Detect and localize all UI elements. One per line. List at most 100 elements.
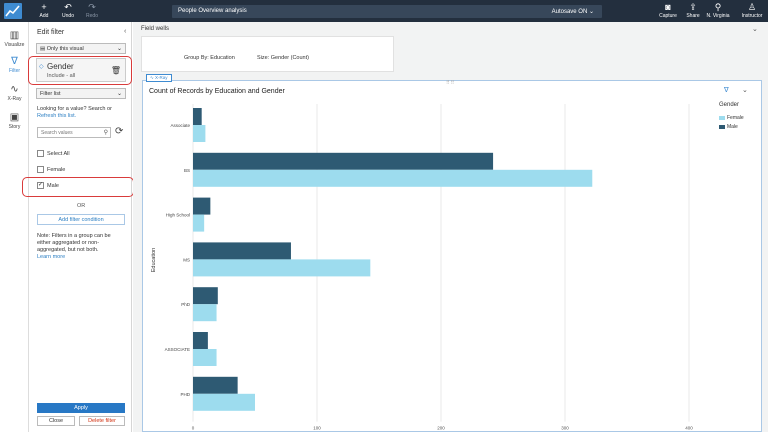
bar-female[interactable] — [193, 125, 206, 142]
quicksight-logo-icon[interactable] — [4, 3, 22, 19]
field-wells-label[interactable]: Field wells — [141, 26, 170, 32]
y-tick-label: Associate — [170, 123, 190, 128]
legend-swatch — [719, 115, 725, 120]
value-checkbox-male[interactable]: ✓ Male — [37, 182, 59, 189]
y-tick-label: BS — [184, 168, 190, 173]
user-icon: ♙ — [747, 2, 757, 12]
y-tick-label: PHD — [180, 392, 190, 397]
x-tick-label: 300 — [561, 426, 569, 431]
top-toolbar: + Add ↶ Undo ↷ Redo People Overview analysi… — [0, 0, 768, 22]
chevron-down-icon[interactable]: ⌄ — [742, 87, 748, 94]
plus-icon: + — [41, 2, 47, 12]
y-tick-label: ASSOCIATE — [165, 347, 190, 352]
x-tick-label: 0 — [192, 426, 195, 431]
checkbox-icon — [37, 150, 44, 157]
filter-field-card[interactable]: ◇ Gender Include - all 🗑 — [36, 58, 126, 82]
bar-female[interactable] — [193, 259, 371, 277]
filter-scope-select[interactable]: ▤ Only this visual ⌄ — [36, 43, 126, 54]
collapse-panel-icon[interactable]: ‹ — [124, 28, 127, 35]
filter-field-summary: Include - all — [47, 73, 76, 79]
chevron-down-icon: ⌄ — [116, 91, 122, 97]
undo-button[interactable]: ↶ Undo — [56, 2, 80, 19]
legend-swatch — [719, 124, 725, 129]
funnel-icon: ∇ — [11, 56, 18, 67]
group-by-well[interactable]: Group By: Education — [184, 55, 235, 61]
rail-story[interactable]: ▣ Story — [0, 112, 29, 130]
rail-visualize[interactable]: ▥ Visualize — [0, 30, 29, 48]
trash-icon[interactable]: 🗑 — [110, 66, 121, 75]
legend-item-female[interactable]: Female — [719, 115, 744, 121]
field-wells-box[interactable]: Group By: Education Size: Gender (Count) — [141, 36, 394, 72]
autosave-dropdown[interactable]: Autosave ON ⌄ — [551, 9, 594, 15]
add-filter-condition-button[interactable]: Add filter condition — [37, 214, 125, 225]
bar-female[interactable] — [193, 393, 255, 411]
bar-male[interactable] — [193, 376, 238, 394]
search-hint: Looking for a value? Search or Refresh t… — [37, 106, 112, 119]
add-button[interactable]: + Add — [32, 2, 56, 19]
y-tick-label: PhD — [181, 302, 191, 307]
bar-male[interactable] — [193, 152, 494, 170]
capture-button[interactable]: ◙ Capture — [656, 2, 680, 19]
share-icon: ⇪ — [689, 2, 697, 12]
story-icon: ▣ — [9, 112, 20, 123]
bar-female[interactable] — [193, 169, 593, 187]
x-tick-label: 400 — [685, 426, 693, 431]
bar-female[interactable] — [193, 304, 217, 322]
highlight-gender-field — [28, 56, 132, 85]
filter-type-select[interactable]: Filter list ⌄ — [36, 88, 126, 99]
rail-filter[interactable]: ∇ Filter — [0, 56, 29, 74]
highlight-male-value — [22, 177, 134, 197]
search-values-input[interactable]: Search values ⚲ — [37, 127, 111, 138]
region-button[interactable]: ⚲ N. Virginia — [706, 2, 730, 19]
y-tick-label: High School — [166, 213, 190, 218]
bar-male[interactable] — [193, 242, 291, 260]
filter-note: Note: Filters in a group can be either a… — [37, 233, 111, 260]
checkbox-icon — [37, 166, 44, 173]
visual-title: Count of Records by Education and Gender — [149, 88, 285, 95]
y-tick-label: MS — [183, 257, 190, 262]
redo-button[interactable]: ↷ Redo — [80, 2, 104, 19]
legend-title: Gender — [719, 102, 740, 108]
checkmark-icon: ✓ — [37, 182, 44, 189]
filter-field-name: Gender — [47, 62, 74, 71]
search-icon: ⚲ — [103, 130, 108, 136]
legend-item-male[interactable]: Male — [719, 124, 738, 130]
size-well[interactable]: Size: Gender (Count) — [257, 55, 309, 61]
undo-icon: ↶ — [64, 2, 72, 12]
analysis-title[interactable]: People Overview analysis — [178, 8, 247, 14]
drag-handle-icon[interactable]: ⠿⠿ — [446, 80, 456, 86]
trend-line-icon: ∿ — [10, 84, 19, 95]
learn-more-link[interactable]: Learn more — [37, 254, 66, 260]
select-all-checkbox[interactable]: Select All — [37, 150, 70, 157]
edit-filter-panel: Edit filter ‹ ▤ Only this visual ⌄ ◇ Gen… — [29, 22, 132, 432]
rail-xray[interactable]: ∿ X-Ray — [0, 84, 29, 102]
close-button[interactable]: Close — [37, 416, 75, 426]
funnel-icon[interactable]: ∇ — [724, 87, 729, 94]
delete-filter-button[interactable]: Delete filter — [79, 416, 125, 426]
trend-line-icon: ∿ — [150, 75, 154, 80]
chevron-down-icon[interactable]: ⌄ — [752, 26, 758, 33]
refresh-list-link[interactable]: Refresh this list. — [37, 113, 77, 119]
visual-icon: ▤ — [40, 46, 46, 52]
redo-icon: ↷ — [88, 2, 96, 12]
bar-male[interactable] — [193, 332, 208, 349]
xray-tag: ∿ X-Ray — [146, 74, 172, 82]
bar-male[interactable] — [193, 108, 202, 125]
camera-icon: ◙ — [665, 2, 671, 12]
left-icon-rail: ▥ Visualize ∇ Filter ∿ X-Ray ▣ Story — [0, 22, 29, 432]
bar-male[interactable] — [193, 287, 218, 305]
bar-female[interactable] — [193, 214, 205, 232]
dimension-field-icon: ◇ — [39, 64, 44, 70]
or-divider: OR — [77, 203, 86, 209]
value-checkbox-female[interactable]: Female — [37, 166, 65, 173]
bar-female[interactable] — [193, 349, 217, 366]
refresh-icon[interactable]: ⟳ — [115, 126, 124, 137]
apply-button[interactable]: Apply — [37, 403, 125, 413]
x-tick-label: 200 — [437, 426, 445, 431]
bar-male[interactable] — [193, 197, 211, 215]
share-button[interactable]: ⇪ Share — [681, 2, 705, 19]
analysis-title-bar[interactable]: People Overview analysis Autosave ON ⌄ — [172, 5, 602, 18]
chevron-down-icon: ⌄ — [588, 9, 594, 15]
user-menu-button[interactable]: ♙ Instructor — [738, 2, 766, 19]
